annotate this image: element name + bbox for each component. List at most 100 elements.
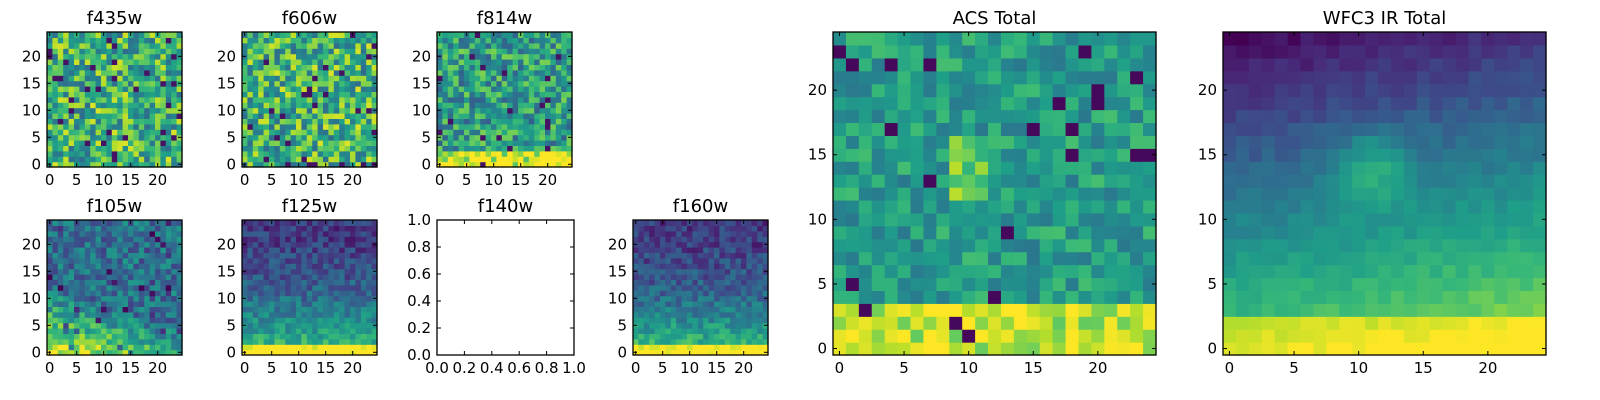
heatmap-cell bbox=[371, 102, 378, 109]
heatmap-cell bbox=[550, 48, 557, 55]
heatmap-cell bbox=[897, 83, 912, 98]
heatmap-cell bbox=[68, 69, 75, 76]
heatmap-cell bbox=[741, 322, 747, 329]
heatmap-cell bbox=[106, 123, 113, 130]
heatmap-cell bbox=[328, 48, 335, 55]
heatmap-cell bbox=[47, 301, 53, 307]
heatmap-cell bbox=[312, 102, 319, 109]
heatmap-cell bbox=[57, 257, 64, 264]
heatmap-cell bbox=[160, 252, 167, 259]
heatmap-cell bbox=[464, 102, 470, 109]
heatmap-cell bbox=[692, 301, 699, 307]
heatmap-cell bbox=[1130, 174, 1144, 188]
heatmap-cell bbox=[84, 333, 91, 340]
heatmap-cell bbox=[469, 42, 476, 49]
heatmap-cell bbox=[101, 59, 107, 65]
heatmap-cell bbox=[1052, 44, 1067, 59]
heatmap-cell bbox=[676, 322, 683, 329]
heatmap-cell bbox=[117, 333, 124, 340]
heatmap-cell bbox=[68, 123, 75, 130]
heatmap-cell bbox=[290, 311, 297, 318]
heatmap-cell bbox=[884, 109, 899, 124]
heatmap-cell bbox=[949, 135, 963, 149]
heatmap-cell bbox=[649, 311, 656, 318]
heatmap-cell bbox=[117, 241, 124, 248]
heatmap-cell bbox=[719, 344, 726, 351]
heatmap-cell bbox=[171, 102, 178, 109]
heatmap-cell bbox=[252, 123, 259, 130]
heatmap-cell bbox=[79, 86, 86, 92]
heatmap-cell bbox=[1013, 251, 1028, 266]
heatmap-cell bbox=[523, 69, 530, 76]
heatmap-cell bbox=[858, 96, 873, 111]
heatmap-cell bbox=[366, 306, 373, 313]
heatmap-cell bbox=[534, 107, 541, 114]
heatmap-cell bbox=[285, 301, 292, 307]
heatmap-cell bbox=[290, 344, 297, 351]
heatmap-cell bbox=[501, 102, 508, 109]
heatmap-cell bbox=[328, 107, 335, 114]
heatmap-cell bbox=[681, 328, 688, 334]
heatmap-cell bbox=[328, 75, 335, 82]
heatmap-cell bbox=[122, 279, 129, 286]
heatmap-cell bbox=[274, 91, 281, 98]
heatmap-cell bbox=[263, 252, 270, 259]
heatmap-cell bbox=[923, 212, 937, 227]
heatmap-cell bbox=[138, 230, 145, 237]
heatmap-cell bbox=[149, 129, 156, 136]
heatmap-cell bbox=[708, 328, 715, 334]
heatmap-cell bbox=[344, 123, 351, 130]
heatmap-cell bbox=[344, 252, 351, 259]
heatmap-cell bbox=[285, 349, 292, 356]
heatmap-cell bbox=[360, 338, 367, 345]
heatmap-cell bbox=[1365, 174, 1379, 188]
heatmap-cell bbox=[1117, 122, 1131, 136]
heatmap-cell bbox=[263, 32, 270, 38]
heatmap-cell bbox=[555, 150, 562, 157]
heatmap-cell bbox=[122, 80, 129, 87]
heatmap-cell bbox=[106, 113, 113, 119]
heatmap-cell bbox=[90, 328, 97, 334]
heatmap-cell bbox=[670, 301, 677, 307]
heatmap-cell bbox=[122, 140, 129, 146]
heatmap-cell bbox=[263, 123, 270, 130]
heatmap-cell bbox=[176, 86, 183, 92]
heatmap-cell bbox=[306, 96, 313, 103]
heatmap-cell bbox=[285, 290, 292, 297]
heatmap-cell bbox=[323, 42, 329, 49]
heatmap-cell bbox=[165, 118, 172, 125]
heatmap-cell bbox=[1091, 32, 1105, 46]
heatmap-cell bbox=[160, 64, 167, 71]
heatmap-cell bbox=[1117, 225, 1131, 240]
heatmap-cell bbox=[1248, 277, 1263, 291]
heatmap-cell bbox=[1013, 329, 1028, 343]
heatmap-cell bbox=[306, 225, 313, 232]
heatmap-cell bbox=[469, 48, 476, 55]
heatmap-cell bbox=[111, 150, 118, 157]
heatmap-cell bbox=[371, 284, 378, 291]
heatmap-cell bbox=[708, 349, 715, 356]
heatmap-cell bbox=[496, 161, 503, 168]
heatmap-cell bbox=[117, 64, 124, 71]
heatmap-cell bbox=[1300, 174, 1315, 188]
heatmap-cell bbox=[117, 102, 124, 109]
heatmap-cell bbox=[708, 344, 715, 351]
heatmap-cell bbox=[670, 284, 677, 291]
heatmap-cell bbox=[296, 284, 302, 291]
heatmap-cell bbox=[360, 113, 367, 119]
heatmap-cell bbox=[84, 241, 91, 248]
heatmap-cell bbox=[296, 53, 302, 60]
heatmap-cell bbox=[1287, 225, 1302, 240]
heatmap-cell bbox=[149, 118, 156, 125]
heatmap-cell bbox=[84, 123, 91, 130]
heatmap-cell bbox=[1052, 290, 1067, 304]
heatmap-cell bbox=[274, 96, 281, 103]
heatmap-cell bbox=[670, 247, 677, 253]
heatmap-cell bbox=[561, 42, 568, 49]
heatmap-cell bbox=[962, 96, 976, 111]
heatmap-cell bbox=[138, 247, 145, 253]
heatmap-cell bbox=[962, 83, 976, 98]
heatmap-cell bbox=[762, 290, 769, 297]
heatmap-cell bbox=[323, 123, 329, 130]
heatmap-cell bbox=[464, 48, 470, 55]
